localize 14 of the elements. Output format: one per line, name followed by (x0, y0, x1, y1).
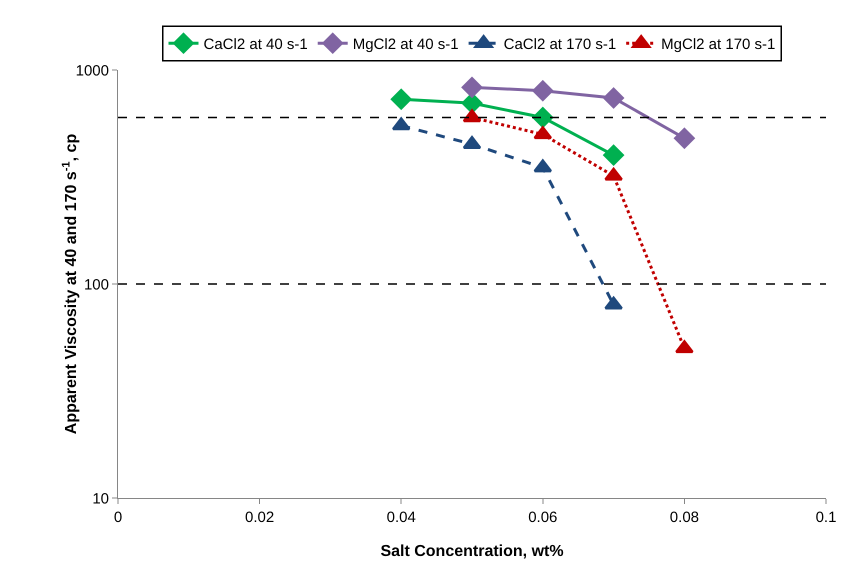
x-tick-label: 0.08 (670, 509, 699, 526)
x-tick-label: 0 (114, 509, 122, 526)
legend-label: MgCl2 at 40 s-1 (352, 36, 459, 54)
y-tick-label: 1000 (76, 62, 109, 80)
y-tick-label: 100 (84, 276, 109, 294)
x-tick-label: 0.06 (528, 509, 558, 526)
legend-label: MgCl2 at 170 s-1 (661, 36, 776, 54)
legend-label: CaCl2 at 40 s-1 (204, 36, 308, 54)
y-tick-label: 10 (92, 490, 109, 508)
legend-label: CaCl2 at 170 s-1 (504, 36, 616, 54)
x-tick-label: 0.02 (245, 509, 274, 526)
x-axis-title: Salt Concentration, wt% (380, 543, 564, 560)
x-tick-label: 0.04 (386, 509, 416, 526)
x-tick-label: 0.1 (816, 509, 836, 526)
